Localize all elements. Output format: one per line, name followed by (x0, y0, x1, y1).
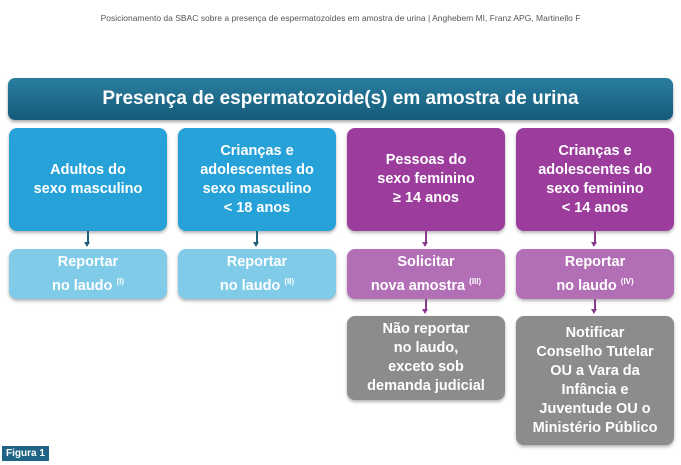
action-female-14plus: Solicitar nova amostra (III) (347, 249, 505, 299)
figure-label: Figura 1 (2, 446, 49, 461)
arrow (253, 231, 259, 247)
followup-female-14plus: Não reportar no laudo, exceto sob demand… (347, 316, 505, 400)
arrow (422, 299, 428, 314)
action-text: Reportar no laudo (556, 253, 626, 294)
group-female-14plus: Pessoas do sexo feminino ≥ 14 anos (347, 128, 505, 231)
note-ref: (I) (116, 276, 124, 286)
diagram-title: Presença de espermatozoide(s) em amostra… (8, 78, 673, 120)
group-minor-male: Crianças e adolescentes do sexo masculin… (178, 128, 336, 231)
action-text: Reportar no laudo (51, 253, 119, 294)
group-minor-female: Crianças e adolescentes do sexo feminino… (516, 128, 674, 231)
action-minor-female: Reportar no laudo (IV) (516, 249, 674, 299)
action-text: Reportar no laudo (219, 253, 288, 294)
arrow (591, 299, 597, 314)
arrow (84, 231, 90, 247)
group-adult-male: Adultos do sexo masculino (9, 128, 167, 231)
note-ref: (IV) (620, 276, 634, 286)
note-ref: (II) (284, 276, 295, 286)
followup-minor-female: Notificar Conselho Tutelar OU a Vara da … (516, 316, 674, 445)
running-header: Posicionamento da SBAC sobre a presença … (100, 13, 581, 23)
arrow (591, 231, 597, 247)
action-adult-male: Reportar no laudo (I) (9, 249, 167, 299)
note-ref: (III) (469, 276, 482, 286)
action-minor-male: Reportar no laudo (II) (178, 249, 336, 299)
arrow (422, 231, 428, 247)
action-text: Solicitar nova amostra (370, 253, 466, 294)
